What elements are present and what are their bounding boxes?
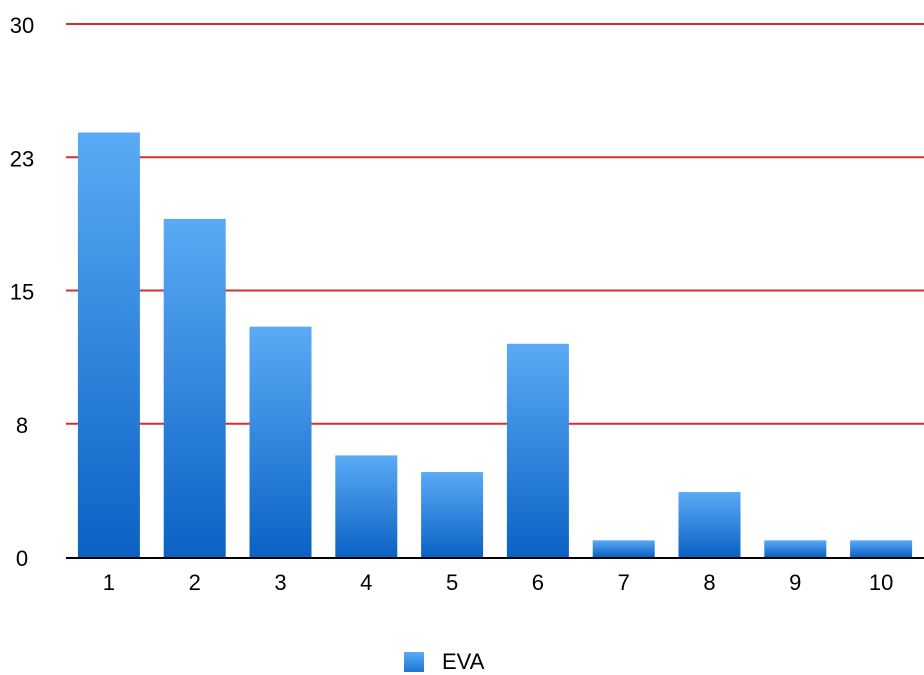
legend-swatch-eva bbox=[404, 652, 424, 672]
x-axis-ticks: 1 2 3 4 5 6 7 8 9 10 bbox=[103, 570, 894, 595]
bars bbox=[77, 132, 913, 558]
y-tick-label: 23 bbox=[10, 146, 34, 171]
x-tick-label: 7 bbox=[618, 570, 630, 595]
x-tick-label: 5 bbox=[446, 570, 458, 595]
bar-8 bbox=[678, 492, 741, 557]
bar-2 bbox=[163, 218, 226, 558]
x-tick-label: 6 bbox=[532, 570, 544, 595]
legend: EVA bbox=[404, 649, 485, 674]
y-tick-label: 30 bbox=[10, 13, 34, 38]
x-tick-label: 1 bbox=[103, 570, 115, 595]
y-tick-label: 8 bbox=[16, 413, 28, 438]
bar-4 bbox=[335, 455, 398, 557]
bar-5 bbox=[421, 472, 484, 557]
bar-6 bbox=[506, 343, 569, 557]
x-tick-label: 9 bbox=[789, 570, 801, 595]
bar-10 bbox=[850, 540, 913, 557]
x-tick-label: 3 bbox=[274, 570, 286, 595]
y-axis-ticks: 0 8 15 23 30 bbox=[10, 13, 34, 571]
x-tick-label: 10 bbox=[869, 570, 893, 595]
bar-1 bbox=[77, 132, 140, 557]
bar-3 bbox=[249, 326, 312, 557]
x-tick-label: 8 bbox=[703, 570, 715, 595]
bar-9 bbox=[764, 540, 827, 557]
legend-label-eva: EVA bbox=[442, 649, 485, 674]
x-tick-label: 2 bbox=[189, 570, 201, 595]
y-tick-label: 0 bbox=[16, 546, 28, 571]
x-tick-label: 4 bbox=[360, 570, 372, 595]
bar-7 bbox=[592, 540, 655, 557]
y-tick-label: 15 bbox=[10, 280, 34, 305]
